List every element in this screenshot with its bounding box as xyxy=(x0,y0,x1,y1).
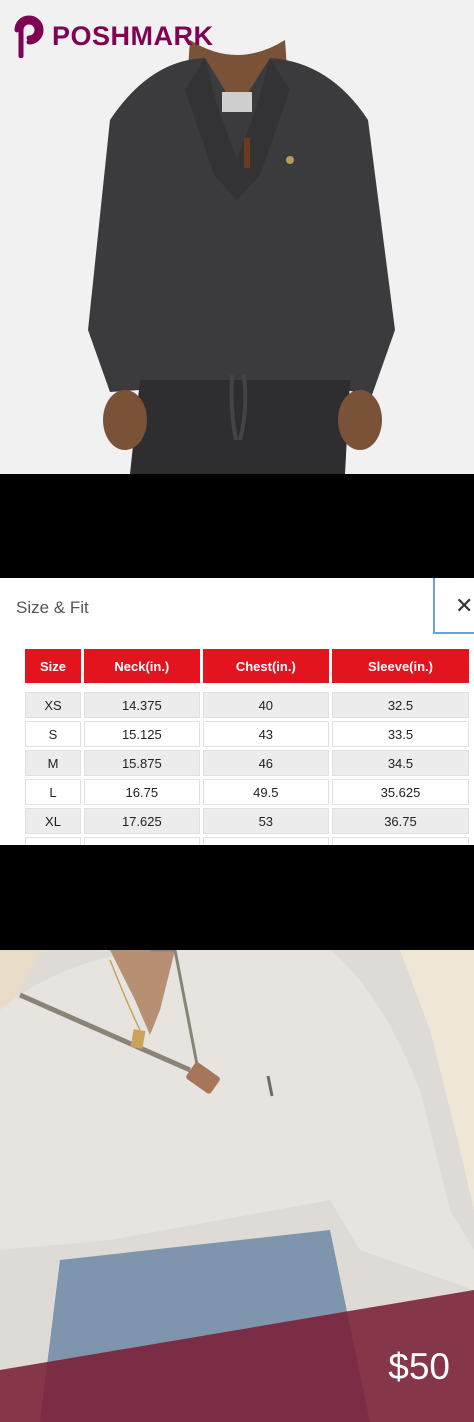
black-separator xyxy=(0,474,474,578)
table-cell: 53 xyxy=(202,808,329,834)
table-row: XXL 18.5 56.5 37.875 xyxy=(25,837,469,845)
product-photo-dark-sweater: POSHMARK xyxy=(0,0,474,474)
table-cell: S xyxy=(25,721,81,747)
table-cell: XXL xyxy=(25,837,81,845)
table-cell: XS xyxy=(25,692,81,718)
poshmark-p-icon xyxy=(14,15,44,58)
table-cell: 37.875 xyxy=(331,837,469,845)
table-row: XL 17.625 53 36.75 xyxy=(25,808,469,834)
table-cell: M xyxy=(25,750,81,776)
table-cell: L xyxy=(25,779,81,805)
table-cell: 56.5 xyxy=(202,837,329,845)
table-cell: 49.5 xyxy=(202,779,329,805)
brand-name: POSHMARK xyxy=(52,20,214,51)
close-button-frame xyxy=(433,578,474,634)
table-cell: 36.75 xyxy=(331,808,469,834)
poshmark-logo: POSHMARK xyxy=(12,14,214,58)
size-table: Size Neck(in.) Chest(in.) Sleeve(in.) XS… xyxy=(22,646,472,845)
black-separator xyxy=(0,845,474,950)
table-cell: 32.5 xyxy=(331,692,469,718)
column-header: Chest(in.) xyxy=(202,649,329,683)
listing-price: $50 xyxy=(388,1346,450,1387)
model-dark-sweater-illustration xyxy=(0,0,474,474)
table-cell: 40 xyxy=(202,692,329,718)
table-cell: 43 xyxy=(202,721,329,747)
column-header: Neck(in.) xyxy=(83,649,200,683)
table-cell: 34.5 xyxy=(331,750,469,776)
size-table-header-row: Size Neck(in.) Chest(in.) Sleeve(in.) xyxy=(25,649,469,683)
size-chart-panel: Size & Fit ✕ Size Neck(in.) Chest(in.) S… xyxy=(0,578,474,845)
table-cell: 16.75 xyxy=(83,779,200,805)
table-cell: 18.5 xyxy=(83,837,200,845)
model-light-sweater-illustration xyxy=(0,950,474,1422)
table-row: L 16.75 49.5 35.625 xyxy=(25,779,469,805)
table-cell: 35.625 xyxy=(331,779,469,805)
table-cell: XL xyxy=(25,808,81,834)
table-cell: 33.5 xyxy=(331,721,469,747)
table-cell: 17.625 xyxy=(83,808,200,834)
product-photo-light-sweater: $50 xyxy=(0,950,474,1422)
table-cell: 15.125 xyxy=(83,721,200,747)
close-icon[interactable]: ✕ xyxy=(455,593,474,618)
table-row: S 15.125 43 33.5 xyxy=(25,721,469,747)
size-chart-title: Size & Fit xyxy=(16,598,89,617)
table-row: XS 14.375 40 32.5 xyxy=(25,692,469,718)
table-row: M 15.875 46 34.5 xyxy=(25,750,469,776)
column-header: Sleeve(in.) xyxy=(331,649,469,683)
table-cell: 46 xyxy=(202,750,329,776)
column-header: Size xyxy=(25,649,81,683)
table-cell: 14.375 xyxy=(83,692,200,718)
table-cell: 15.875 xyxy=(83,750,200,776)
